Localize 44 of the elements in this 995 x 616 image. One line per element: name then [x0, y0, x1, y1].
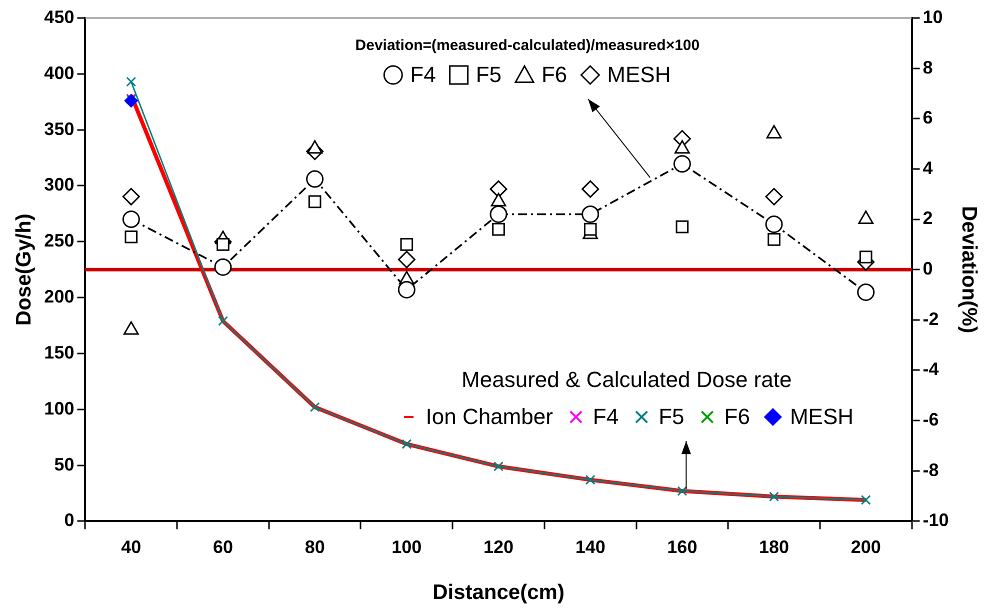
y2-tick-label: -10 — [922, 510, 949, 530]
y2-tick-label: -4 — [922, 359, 939, 380]
x-tick-label: 40 — [121, 536, 142, 557]
legend-label: MESH — [790, 404, 854, 430]
legend-label: MESH — [607, 62, 671, 88]
y-tick-label: 400 — [44, 62, 74, 83]
annotation: Deviation=(measured-calculated)/measured×100 — [355, 37, 700, 54]
y-tick-label: 450 — [44, 6, 74, 27]
y-tick-label: 50 — [54, 454, 74, 474]
x-tick-label: 60 — [212, 536, 234, 557]
x-tick-label: 80 — [304, 536, 325, 557]
y-axis-title: Dose(Gy/h) — [12, 214, 36, 326]
x-tick-label: 140 — [575, 536, 606, 557]
y2-tick-label: -2 — [922, 308, 939, 329]
legend-label: Ion Chamber — [426, 404, 553, 430]
legend-label: F5 — [658, 404, 684, 430]
annotation: Measured & Calculated Dose rate — [462, 367, 792, 392]
x-tick-label: 120 — [483, 536, 514, 557]
y-tick-label: 200 — [44, 286, 74, 307]
x-tick-label: 100 — [392, 536, 422, 557]
y-tick-label: 300 — [44, 174, 74, 195]
x-axis-title: Distance(cm) — [432, 581, 564, 604]
legend-label: F5 — [476, 62, 502, 88]
legend-label: F6 — [541, 62, 568, 88]
y2-tick-label: 8 — [922, 57, 933, 78]
legend-label: F4 — [410, 62, 436, 88]
legend-label: F6 — [724, 404, 750, 430]
y2-tick-label: -6 — [922, 410, 939, 430]
y-tick-label: 350 — [44, 118, 74, 139]
y2-axis-title: Deviation(%) — [958, 206, 981, 334]
y2-tick-label: 4 — [922, 158, 933, 178]
y2-tick-label: 6 — [922, 108, 933, 128]
x-tick-label: 200 — [850, 536, 881, 557]
y-tick-label: 150 — [44, 342, 74, 362]
y2-tick-label: -8 — [922, 460, 939, 480]
y-tick-label: 100 — [44, 398, 74, 418]
y-tick-label: 250 — [44, 230, 74, 251]
x-tick-label: 160 — [667, 536, 698, 557]
x-tick-label: 180 — [759, 536, 790, 557]
y2-tick-label: 2 — [922, 208, 933, 228]
y2-tick-label: 10 — [922, 6, 943, 27]
y-tick-label: 0 — [64, 510, 74, 530]
legend-label: F4 — [592, 404, 619, 430]
y2-tick-label: 0 — [922, 258, 933, 279]
